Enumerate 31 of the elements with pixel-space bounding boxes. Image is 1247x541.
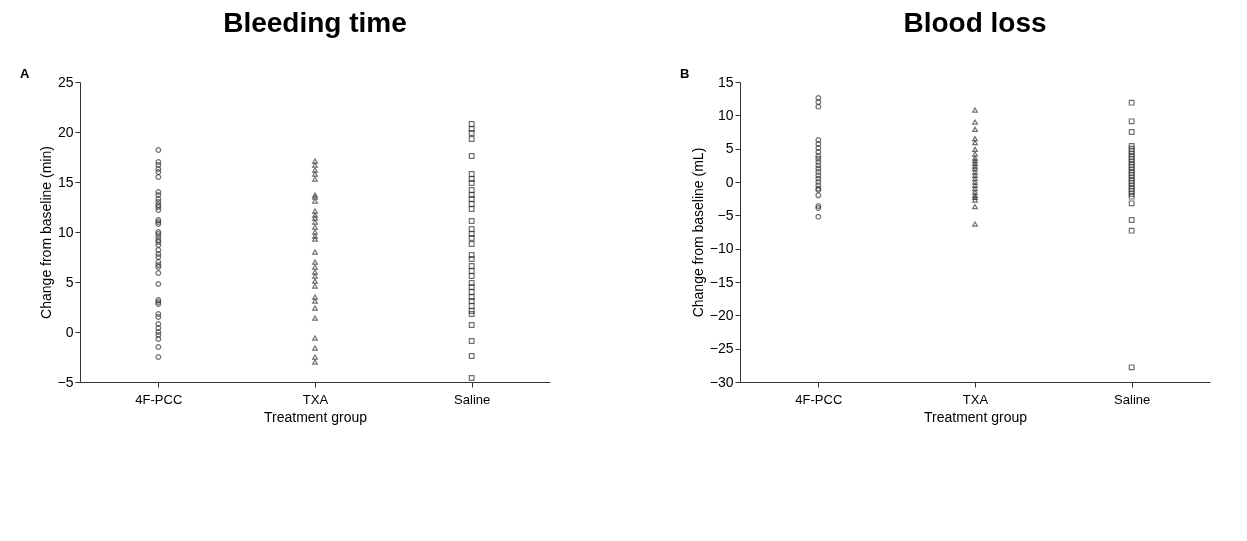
y-tick-label: −25: [709, 340, 734, 357]
y-tick-label: −10: [709, 240, 734, 257]
y-tick-label: −15: [709, 273, 734, 290]
y-tick-label: 15: [57, 173, 74, 190]
y-tick-label: 10: [717, 106, 734, 123]
y-tick-label: −5: [717, 206, 734, 223]
x-tick-label: 4F-PCC: [795, 391, 843, 407]
y-axis-title: Change from baseline (min): [37, 146, 54, 319]
text: B: [680, 66, 690, 81]
y-tick-label: 5: [65, 273, 74, 290]
y-tick-label: 0: [65, 323, 74, 340]
y-tick-label: 20: [57, 123, 74, 140]
chart-title: Bleeding time: [223, 7, 407, 38]
y-tick-label: −30: [709, 373, 734, 390]
text: A: [20, 66, 30, 81]
x-tick-label: Saline: [454, 391, 491, 407]
chart-title: Blood loss: [903, 7, 1047, 38]
y-tick-label: 15: [717, 73, 734, 90]
y-tick-label: 5: [725, 140, 734, 157]
x-tick-label: Saline: [1114, 391, 1151, 407]
x-axis-title: Treatment group: [924, 408, 1028, 425]
x-axis-title: Treatment group: [264, 408, 368, 425]
y-tick-label: 10: [57, 223, 74, 240]
x-tick-label: 4F-PCC: [135, 391, 183, 407]
x-tick-label: TXA: [962, 391, 989, 407]
y-axis-title: Change from baseline (mL): [689, 147, 706, 318]
x-tick-label: TXA: [302, 391, 329, 407]
y-tick-label: −5: [57, 373, 74, 390]
y-tick-label: 25: [57, 73, 74, 90]
y-tick-label: −20: [709, 306, 734, 323]
y-tick-label: 0: [725, 173, 734, 190]
